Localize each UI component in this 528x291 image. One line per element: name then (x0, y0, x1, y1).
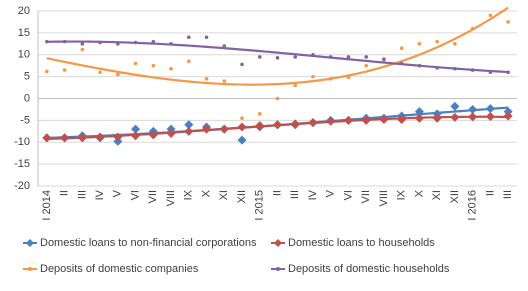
x-tick-label: III (502, 190, 514, 199)
x-tick-label: XI (431, 190, 443, 200)
point (435, 39, 439, 44)
x-tick-label: II (59, 190, 71, 196)
point (204, 35, 209, 40)
point (399, 46, 404, 50)
legend-marker (276, 267, 280, 271)
x-tick-label: II (484, 190, 496, 196)
x-tick-label: VI (129, 190, 141, 200)
point (169, 66, 173, 71)
point (364, 63, 369, 68)
x-tick-label: III (76, 190, 88, 199)
point (293, 83, 298, 88)
x-tick-label: I 2014 (41, 190, 53, 221)
trend-line (46, 40, 509, 74)
point (346, 55, 351, 59)
legend-marker (26, 239, 34, 247)
point (450, 101, 460, 111)
x-tick-label: VII (147, 190, 159, 203)
point (133, 61, 138, 66)
x-tick-label: IV (307, 189, 319, 200)
point (257, 112, 262, 116)
point (186, 35, 191, 40)
x-tick-label: X (413, 189, 425, 197)
y-tick-label: 0 (24, 92, 30, 104)
point (45, 69, 49, 74)
y-tick-label: -10 (14, 136, 30, 148)
x-tick-label: X (200, 189, 212, 197)
legend-label: Domestic loans to non-financial corporat… (40, 237, 257, 249)
point (240, 62, 244, 67)
point (506, 20, 510, 24)
y-tick-label: 10 (18, 49, 30, 61)
point (116, 72, 120, 77)
x-tick-label: II (271, 190, 283, 196)
point (311, 74, 315, 79)
point (275, 96, 280, 101)
point (257, 55, 262, 59)
y-tick-label: -5 (20, 114, 30, 126)
point (204, 77, 209, 81)
y-tick-label: -15 (14, 158, 30, 170)
point (184, 120, 194, 130)
point (240, 116, 244, 120)
x-tick-label: I 2015 (254, 190, 266, 221)
point (275, 56, 280, 60)
x-tick-label: VIII (378, 190, 390, 207)
point (237, 135, 247, 145)
legend-marker (28, 267, 32, 271)
point (417, 42, 422, 46)
y-tick-label: -20 (14, 180, 30, 192)
x-tick-label: V (112, 189, 124, 197)
x-tick-label: VIII (165, 190, 177, 207)
y-tick-label: 15 (18, 27, 30, 39)
legend-label: Deposits of domestic households (288, 263, 450, 275)
legend-marker (274, 239, 282, 247)
trend-line (46, 6, 509, 86)
x-tick-label: VI (342, 190, 354, 200)
x-tick-label: XII (449, 190, 461, 203)
y-tick-label: 20 (18, 5, 30, 17)
point (222, 44, 227, 48)
point (488, 13, 493, 18)
x-tick-label: IX (396, 189, 408, 200)
point (80, 42, 85, 46)
point (98, 70, 102, 75)
x-tick-label: V (325, 189, 337, 197)
trend-line (46, 115, 509, 141)
point (62, 68, 67, 72)
x-tick-label: IX (183, 189, 195, 200)
x-tick-label: XII (236, 190, 248, 203)
x-tick-label: VII (360, 190, 372, 203)
x-tick-label: III (289, 190, 301, 199)
point (453, 42, 457, 46)
point (151, 63, 156, 68)
point (80, 47, 85, 52)
x-tick-label: I 2016 (467, 190, 479, 221)
point (222, 79, 227, 83)
x-tick-label: IV (94, 189, 106, 200)
x-tick-label: XI (218, 190, 230, 200)
legend-label: Deposits of domestic companies (40, 263, 199, 275)
point (293, 55, 298, 59)
point (364, 55, 369, 59)
legend-label: Domestic loans to households (288, 237, 435, 249)
point (131, 124, 141, 134)
y-tick-label: 5 (24, 71, 30, 83)
point (382, 57, 386, 61)
point (186, 59, 191, 64)
